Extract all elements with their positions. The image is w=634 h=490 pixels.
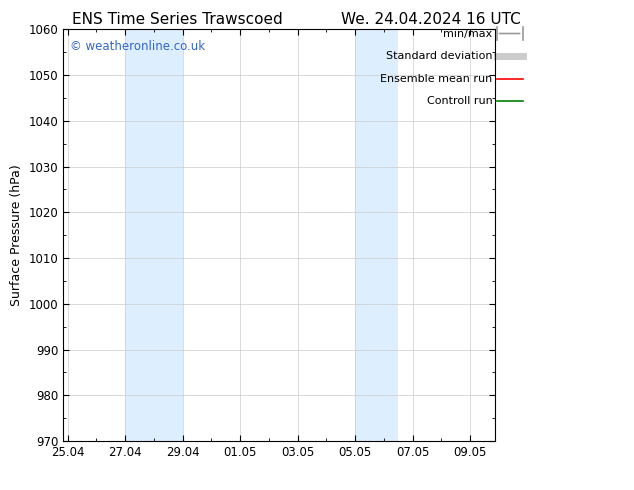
Text: © weatheronline.co.uk: © weatheronline.co.uk (70, 40, 205, 53)
Y-axis label: Surface Pressure (hPa): Surface Pressure (hPa) (10, 164, 23, 306)
Bar (355, 29, 398, 441)
Text: We. 24.04.2024 16 UTC: We. 24.04.2024 16 UTC (341, 12, 521, 27)
Text: min/max: min/max (443, 28, 493, 39)
Text: Controll run: Controll run (427, 97, 493, 106)
Text: ENS Time Series Trawscoed: ENS Time Series Trawscoed (72, 12, 283, 27)
Text: Ensemble mean run: Ensemble mean run (380, 74, 493, 84)
Bar (125, 29, 183, 441)
Text: Standard deviation: Standard deviation (386, 51, 493, 61)
